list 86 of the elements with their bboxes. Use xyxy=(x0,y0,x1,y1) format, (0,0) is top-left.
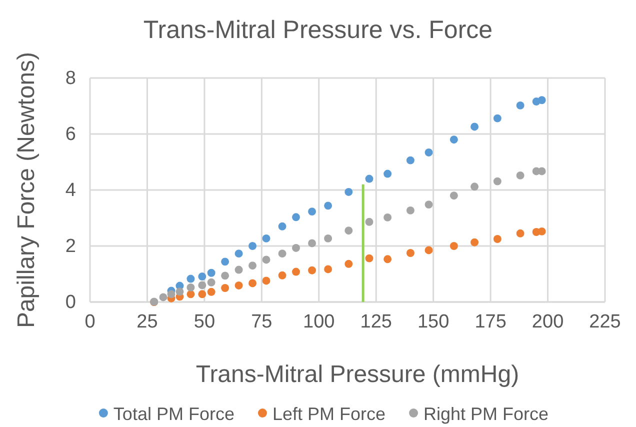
x-tick-label: 150 xyxy=(417,311,450,332)
point xyxy=(516,229,524,238)
point xyxy=(450,192,458,200)
point xyxy=(186,290,195,298)
point xyxy=(262,276,270,285)
point xyxy=(292,244,300,252)
point xyxy=(424,200,433,209)
point xyxy=(167,290,176,298)
point xyxy=(493,235,502,243)
point xyxy=(324,234,332,242)
y-tick-label: 0 xyxy=(65,292,76,314)
point xyxy=(406,249,414,257)
x-tick-label: 100 xyxy=(303,311,335,332)
point xyxy=(198,281,206,290)
point xyxy=(248,242,256,250)
point xyxy=(493,114,502,122)
x-tick-label: 0 xyxy=(84,311,96,332)
point xyxy=(538,96,546,104)
chart-title: Trans-Mitral Pressure vs. Force xyxy=(143,16,493,44)
point xyxy=(308,239,316,248)
point xyxy=(344,188,353,196)
point xyxy=(324,265,332,274)
point xyxy=(248,262,256,270)
point xyxy=(406,156,414,164)
point xyxy=(516,171,524,180)
point xyxy=(324,202,332,210)
point xyxy=(278,271,286,280)
point xyxy=(176,288,184,296)
point xyxy=(470,238,479,246)
y-tick-label: 4 xyxy=(65,180,76,202)
legend-label: Left PM Force xyxy=(272,404,386,424)
point xyxy=(207,268,216,277)
x-tick-label: 125 xyxy=(360,311,392,332)
legend-label: Total PM Force xyxy=(113,404,234,424)
y-tick-label: 8 xyxy=(65,68,76,90)
point xyxy=(424,148,433,156)
point xyxy=(207,278,216,286)
point xyxy=(365,254,374,262)
point xyxy=(234,266,243,274)
x-tick-label: 200 xyxy=(532,311,564,332)
y-axis-title: Papillary Force (Newtons) xyxy=(13,52,40,328)
point xyxy=(308,266,316,274)
point xyxy=(186,274,195,283)
point xyxy=(406,206,414,214)
point xyxy=(207,288,216,296)
point xyxy=(221,284,230,292)
y-tick-label: 2 xyxy=(65,236,76,258)
point xyxy=(450,136,458,144)
point xyxy=(292,268,300,276)
point xyxy=(278,222,286,230)
point xyxy=(308,208,316,216)
point xyxy=(278,250,286,258)
point xyxy=(262,256,270,264)
point xyxy=(248,279,256,288)
point xyxy=(538,227,546,236)
point xyxy=(198,272,206,280)
point xyxy=(234,250,243,258)
point xyxy=(262,234,270,242)
point xyxy=(365,218,374,226)
point xyxy=(470,122,479,131)
x-tick-label: 225 xyxy=(589,311,621,332)
x-axis-title: Trans-Mitral Pressure (mmHg) xyxy=(196,361,520,388)
point xyxy=(384,213,392,222)
point xyxy=(384,255,392,264)
x-tick-label: 25 xyxy=(136,311,158,332)
point xyxy=(221,258,230,266)
point xyxy=(450,242,458,250)
point xyxy=(344,260,353,268)
point xyxy=(470,182,479,191)
point xyxy=(344,226,353,235)
point xyxy=(384,170,392,178)
x-tick-label: 75 xyxy=(251,311,272,332)
point xyxy=(221,272,230,280)
point xyxy=(186,283,195,292)
point xyxy=(234,282,243,290)
point xyxy=(365,174,374,183)
point xyxy=(493,177,502,186)
point xyxy=(198,290,206,298)
point xyxy=(159,293,168,302)
x-tick-label: 50 xyxy=(194,311,216,332)
legend-label: Right PM Force xyxy=(424,404,549,424)
point xyxy=(424,246,433,254)
y-tick-label: 6 xyxy=(65,124,76,146)
x-tick-label: 175 xyxy=(474,311,506,332)
point xyxy=(292,213,300,222)
point xyxy=(516,101,524,110)
